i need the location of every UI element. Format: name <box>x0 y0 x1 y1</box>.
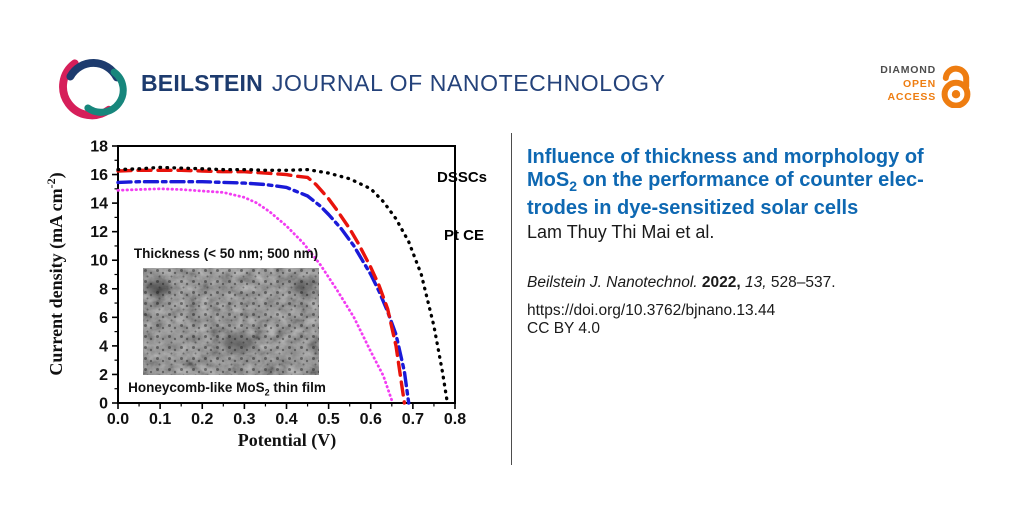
beilstein-logo <box>59 59 127 120</box>
y-tick-label: 6 <box>99 310 108 327</box>
article-citation: Beilstein J. Nanotechnol. 2022, 13, 528–… <box>527 274 967 292</box>
oa-access-label: ACCESS <box>887 91 936 103</box>
citation-pages: 528–537. <box>770 274 836 291</box>
x-tick-label: 0.4 <box>275 411 297 428</box>
title-line2: on the performance of counter elec- <box>577 168 924 191</box>
oa-diamond-label: DIAMOND <box>880 64 936 76</box>
y-tick-label: 2 <box>99 367 108 384</box>
y-tick-label: 14 <box>90 196 108 213</box>
x-tick-label: 0.0 <box>107 411 129 428</box>
x-tick-label: 0.5 <box>318 411 340 428</box>
y-tick-label: 0 <box>99 396 108 413</box>
x-tick-label: 0.3 <box>233 411 255 428</box>
curve-red-dashed <box>116 168 407 405</box>
article-authors: Lam Thuy Thi Mai et al. <box>527 222 715 242</box>
title-subscript: 2 <box>569 177 578 194</box>
film-label-sub: 2 <box>264 387 270 398</box>
y-tick-label: 10 <box>90 253 108 270</box>
vertical-divider <box>511 133 512 465</box>
y-tick-label: 8 <box>99 281 108 298</box>
x-tick-label: 0.6 <box>360 411 382 428</box>
y-tick-label: 12 <box>90 224 108 241</box>
sem-micrograph <box>143 268 319 375</box>
inset-thickness-label: Thickness (< 50 nm; 500 nm) <box>133 246 319 261</box>
jv-curve-chart: Potential (V) Current density (mA cm-2) … <box>44 140 487 451</box>
film-label-pre: Honeycomb-like MoS <box>128 380 265 395</box>
title-line3: trodes in dye-sensitized solar cells <box>527 197 859 219</box>
film-label-post: thin film <box>269 380 326 395</box>
journal-name-beilstein: BEILSTEIN <box>141 70 263 96</box>
y-tick-label: 4 <box>99 338 108 355</box>
title-line1: Influence of thickness and morphology of <box>527 146 924 168</box>
y-axis-title: Current density (mA cm-2) <box>44 172 67 375</box>
y-tick-label: 18 <box>90 140 108 156</box>
curve-magenta-dotted <box>116 187 395 405</box>
open-access-badge: DIAMOND OPEN ACCESS <box>790 64 936 105</box>
open-access-lock-icon <box>941 65 971 108</box>
annotation-pt-ce: Pt CE <box>444 227 484 244</box>
logo-navy-arc <box>66 59 121 82</box>
article-license: CC BY 4.0 <box>527 320 600 337</box>
citation-year: 2022, <box>701 274 741 291</box>
journal-name: BEILSTEIN JOURNAL OF NANOTECHNOLOGY <box>141 70 666 100</box>
citation-volume: 13, <box>745 274 767 291</box>
curve-pt-ce <box>116 165 450 405</box>
annotation-dsscs: DSSCs <box>437 169 487 186</box>
x-tick-label: 0.7 <box>402 411 424 428</box>
citation-journal: Beilstein J. Nanotechnol. <box>527 274 698 291</box>
oa-open-label: OPEN <box>903 77 936 90</box>
journal-name-rest: JOURNAL OF NANOTECHNOLOGY <box>271 70 666 96</box>
x-tick-label: 0.8 <box>444 411 466 428</box>
y-tick-label: 16 <box>90 167 108 184</box>
inset-film-label: Honeycomb-like MoS2 thin film <box>121 380 333 398</box>
title-mos: MoS <box>527 168 570 191</box>
article-doi-link[interactable]: https://doi.org/10.3762/bjnano.13.44 <box>527 302 776 319</box>
axis-ticks: 0.0 0.1 0.2 0.3 0.4 0.5 0.6 0.7 0.8 0 2 4 6 8 10 12 14 16… <box>90 140 466 428</box>
x-tick-label: 0.2 <box>191 411 213 428</box>
article-title: Influence of thickness and morphology of… <box>527 146 989 220</box>
data-curves <box>116 165 450 405</box>
logo-teal-arc <box>84 68 127 116</box>
x-axis-title: Potential (V) <box>238 430 336 451</box>
x-tick-label: 0.1 <box>149 411 171 428</box>
